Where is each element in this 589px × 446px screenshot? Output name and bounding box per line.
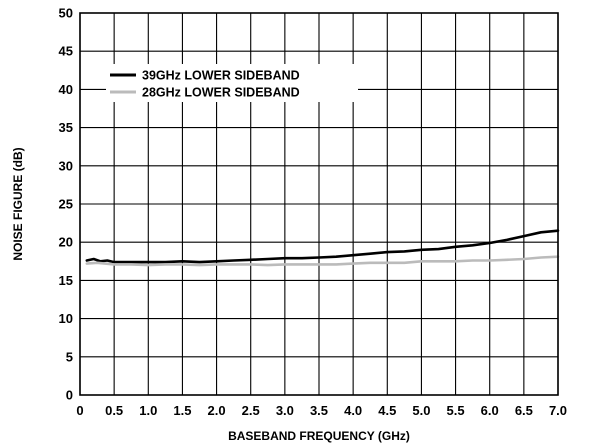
- x-tick-label: 5.0: [412, 403, 430, 418]
- x-tick-label: 5.5: [447, 403, 465, 418]
- tick-labels: 0 0.5 1.0 1.5 2.0 2.5 3.0 3.5 4.0 4.5 5.0 5.5 6.0 6.5…: [59, 6, 568, 419]
- y-tick-label: 50: [59, 6, 73, 21]
- x-tick-label: 6.5: [515, 403, 533, 418]
- y-tick-label: 45: [59, 44, 73, 59]
- legend-label-39ghz: 39GHz LOWER SIDEBAND: [142, 69, 300, 83]
- x-tick-label: 1.0: [139, 403, 157, 418]
- y-tick-label: 10: [59, 311, 73, 326]
- x-tick-label: 1.5: [173, 403, 191, 418]
- plot-frame: [79, 12, 559, 396]
- y-tick-label: 30: [59, 158, 73, 173]
- y-tick-label: 0: [66, 388, 73, 403]
- series-line-0: [85, 229, 560, 264]
- y-tick-label: 35: [59, 120, 73, 135]
- x-tick-label: 0.5: [105, 403, 123, 418]
- x-axis-title: BASEBAND FREQUENCY (GHz): [228, 429, 410, 443]
- legend: 39GHz LOWER SIDEBAND 28GHz LOWER SIDEBAN…: [106, 64, 358, 102]
- y-tick-label: 15: [59, 273, 73, 288]
- x-tick-label: 2.5: [242, 403, 260, 418]
- x-tick-label: 4.5: [378, 403, 396, 418]
- x-tick-label: 7.0: [549, 403, 567, 418]
- series-line-1: [85, 255, 560, 267]
- x-tick-label: 4.0: [344, 403, 362, 418]
- x-tick-label: 0: [76, 403, 83, 418]
- x-tick-label: 3.5: [310, 403, 328, 418]
- legend-label-28ghz: 28GHz LOWER SIDEBAND: [142, 86, 300, 100]
- y-tick-label: 25: [59, 197, 73, 212]
- x-tick-label: 3.0: [276, 403, 294, 418]
- y-tick-label: 40: [59, 82, 73, 97]
- legend-background: [106, 64, 358, 102]
- x-tick-label: 6.0: [481, 403, 499, 418]
- x-tick-label: 2.0: [208, 403, 226, 418]
- y-axis-title: NOISE FIGURE (dB): [11, 147, 25, 260]
- series-lines: [85, 229, 560, 267]
- y-tick-label: 20: [59, 235, 73, 250]
- y-tick-label: 5: [66, 349, 73, 364]
